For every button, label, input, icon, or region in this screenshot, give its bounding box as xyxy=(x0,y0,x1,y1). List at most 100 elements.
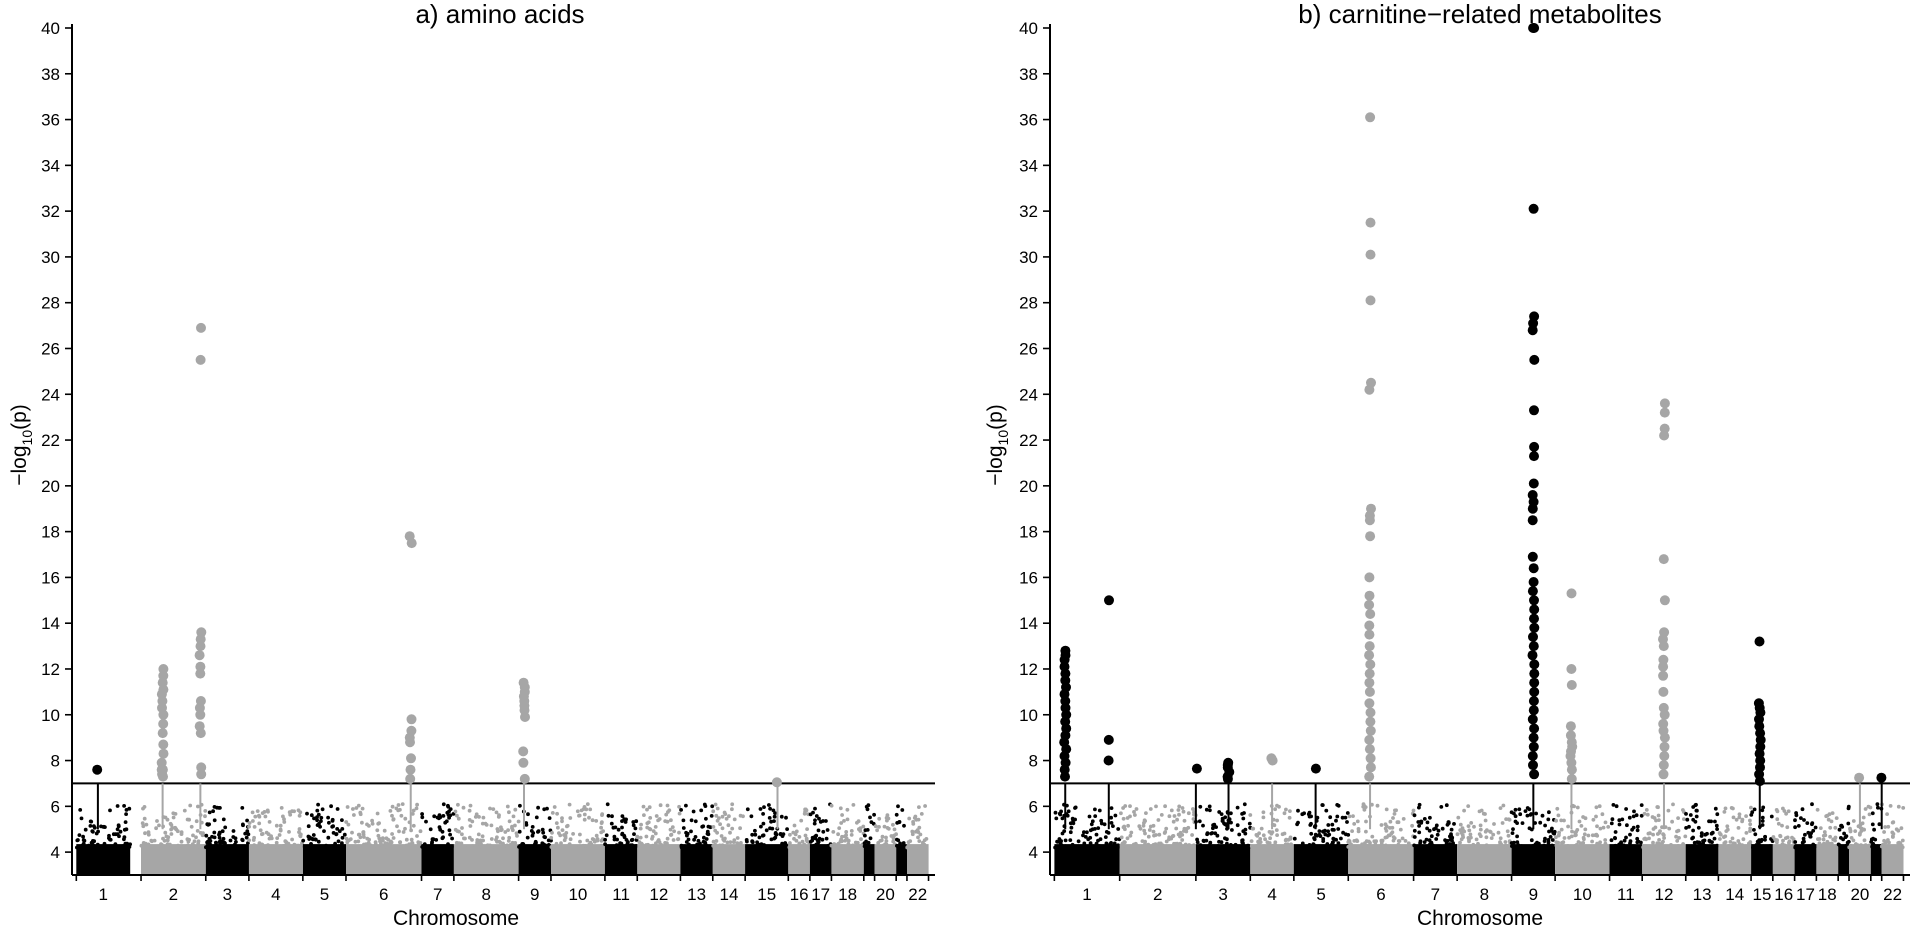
snp-point xyxy=(1582,832,1587,837)
snp-point xyxy=(390,845,395,850)
snp-point xyxy=(1635,824,1640,829)
snp-point xyxy=(882,824,887,829)
significant-snp-point xyxy=(1528,203,1539,214)
significant-snp-point xyxy=(1659,407,1670,418)
snp-point xyxy=(720,814,725,819)
snp-point xyxy=(1320,803,1325,807)
snp-point xyxy=(1456,815,1461,820)
snp-point xyxy=(711,844,716,848)
snp-point xyxy=(1676,844,1681,848)
chromosome-band-11 xyxy=(1609,844,1643,875)
snp-point xyxy=(461,805,466,810)
snp-point xyxy=(1157,832,1162,837)
snp-point xyxy=(1867,844,1871,849)
snp-point xyxy=(1778,833,1782,838)
snp-point xyxy=(1611,803,1616,807)
snp-point xyxy=(1142,818,1147,823)
significant-snp-point xyxy=(1365,725,1376,736)
y-tick-label: 34 xyxy=(1019,156,1038,175)
snp-point xyxy=(813,806,817,811)
snp-point xyxy=(370,818,374,823)
snp-point xyxy=(1583,827,1588,832)
panel-b: b) carnitine−related metabolites −log10(… xyxy=(984,0,1910,930)
snp-point xyxy=(560,819,564,824)
snp-point xyxy=(1596,845,1600,849)
snp-point xyxy=(187,817,192,822)
snp-point xyxy=(1275,833,1279,837)
snp-point xyxy=(420,845,425,849)
snp-point xyxy=(1827,812,1832,817)
snp-point xyxy=(729,844,734,849)
snp-point xyxy=(649,845,653,850)
y-tick-label: 28 xyxy=(41,294,60,313)
snp-point xyxy=(1440,826,1445,831)
snp-point xyxy=(1132,810,1136,814)
snp-point xyxy=(525,845,530,849)
snp-point xyxy=(269,836,274,841)
snp-point xyxy=(816,839,821,844)
snp-point xyxy=(118,829,123,834)
significant-snp-point xyxy=(1364,734,1375,745)
snp-point xyxy=(700,824,705,829)
snp-point xyxy=(95,842,100,847)
snp-point xyxy=(1345,820,1349,824)
snp-point xyxy=(409,837,414,842)
snp-point xyxy=(1723,840,1728,844)
snp-point xyxy=(916,845,921,849)
snp-point xyxy=(631,820,636,824)
snp-point xyxy=(194,819,199,824)
snp-point xyxy=(891,839,896,844)
x-tick-label: 3 xyxy=(223,885,232,904)
snp-point xyxy=(688,845,693,850)
snp-point xyxy=(1157,845,1161,850)
snp-point xyxy=(1773,837,1778,842)
significant-snp-point xyxy=(156,764,167,775)
snp-point xyxy=(80,843,85,848)
snp-point xyxy=(916,817,921,822)
snp-point xyxy=(1384,807,1389,812)
snp-point xyxy=(1090,819,1095,824)
snp-point xyxy=(1450,838,1454,843)
y-tick-label: 6 xyxy=(51,797,60,816)
snp-point xyxy=(252,825,257,829)
snp-point xyxy=(805,827,809,831)
snp-point xyxy=(761,821,766,826)
snp-point xyxy=(739,845,743,850)
snp-point xyxy=(724,816,729,821)
snp-point xyxy=(258,828,263,833)
snp-point xyxy=(1516,843,1521,848)
snp-point xyxy=(702,802,707,807)
snp-point xyxy=(441,802,446,807)
snp-point xyxy=(555,811,559,816)
snp-point xyxy=(759,824,763,829)
snp-point xyxy=(1848,829,1853,834)
x-tick-label: 20 xyxy=(876,885,895,904)
y-tick-label: 20 xyxy=(1019,477,1038,496)
snp-point xyxy=(877,816,882,821)
snp-point xyxy=(275,836,280,840)
panel-b-ylabel-main: −log xyxy=(984,445,1007,485)
panel-a-y-axis-title: −log10(p) xyxy=(8,404,35,486)
x-tick-label: 5 xyxy=(1316,885,1325,904)
snp-point xyxy=(513,823,517,828)
snp-point xyxy=(1373,842,1378,847)
snp-point xyxy=(1129,845,1133,850)
snp-point xyxy=(1709,819,1713,824)
snp-point xyxy=(840,834,844,839)
snp-point xyxy=(251,819,255,823)
snp-point xyxy=(1362,844,1367,849)
snp-point xyxy=(1364,839,1369,843)
snp-point xyxy=(722,845,727,849)
panel-b-ylabel-sub: 10 xyxy=(995,430,1011,446)
snp-point xyxy=(1563,845,1568,849)
snp-point xyxy=(1478,827,1483,832)
snp-point xyxy=(1079,845,1083,850)
snp-point xyxy=(1826,844,1831,849)
x-tick-label: 10 xyxy=(1573,885,1592,904)
snp-point xyxy=(1198,804,1203,809)
snp-point xyxy=(1208,840,1213,845)
snp-point xyxy=(263,814,268,819)
snp-point xyxy=(1601,844,1606,849)
snp-point xyxy=(1500,845,1505,850)
snp-point xyxy=(1594,805,1599,810)
